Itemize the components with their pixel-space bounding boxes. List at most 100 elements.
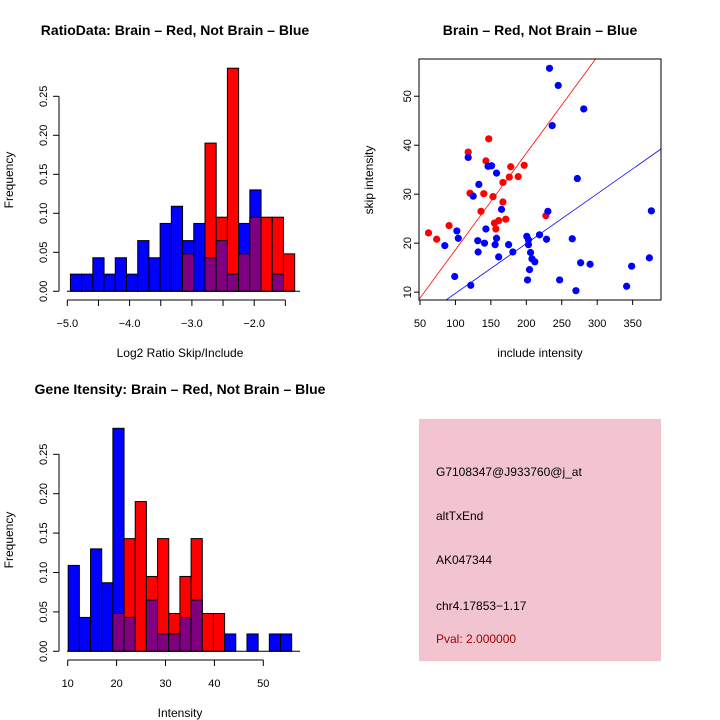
blue-point [464,153,472,162]
histogram-bar [67,564,80,652]
histogram-bar [90,548,103,652]
histogram-overlap-bar [145,599,159,652]
blue-point [492,234,501,242]
blue-point [497,205,506,213]
histogram-bar [125,273,139,292]
x-tick-label: 300 [588,318,606,330]
x-tick-label: 20 [110,678,122,690]
histogram-bar [103,273,116,292]
blue-fit-line [445,148,661,300]
scatter-title: Brain – Red, Not Brain – Blue [443,22,638,38]
histogram-overlap-bar [179,616,192,652]
histogram-overlap-bar [215,240,228,292]
y-tick-label: 0.15 [38,522,50,543]
blue-point [645,254,653,262]
blue-point [526,248,535,257]
pval: Pval: 2.000000 [436,632,516,646]
red-point [485,135,493,143]
histogram-bar [114,257,127,292]
x-tick-label: 30 [159,678,171,690]
histogram-bar [159,222,172,292]
blue-point [474,248,482,256]
blue-point [647,207,655,215]
y-tick-label: 0.15 [38,164,50,185]
blue-point [454,234,462,242]
histogram-bar [101,582,114,652]
red-point [464,148,472,156]
ratio-histogram-xlabel: Log2 Ratio Skip/Include [117,346,244,360]
blue-point [544,207,552,215]
red-point [514,172,522,181]
blue-point [623,282,631,290]
x-tick-label: 50 [414,318,426,330]
x-tick-label: −3.0 [181,318,203,330]
blue-point [469,192,477,200]
red-point [502,215,510,223]
y-tick-label: 40 [402,139,414,151]
y-tick-label: 0.25 [38,444,50,465]
histogram-bar [246,633,259,652]
event-type: altTxEnd [436,509,483,523]
histogram-bar [170,205,184,292]
histogram-overlap-bar [182,253,195,292]
blue-point [475,180,483,188]
histogram-overlap-bar [123,616,136,652]
intensity-histogram: Gene Itensity: Brain – Red, Not Brain – … [2,381,326,720]
histogram-bar [282,253,296,292]
histogram-overlap-bar [190,599,203,652]
histogram-overlap-bar [238,253,251,292]
red-fit-line [419,59,597,300]
y-tick-label: 0.10 [38,203,50,224]
red-point [489,193,497,201]
blue-point [628,262,636,270]
blue-point [580,105,588,113]
histogram-bar [137,240,150,292]
histogram-overlap-bar [112,612,125,652]
blue-point [542,235,551,243]
ratio-histogram-title: RatioData: Brain – Red, Not Brain – Blue [41,22,310,38]
blue-point [573,174,581,183]
y-tick-label: 0.05 [38,242,50,263]
blue-point [556,276,564,284]
scatter-ylabel: skip intensity [362,146,376,215]
y-tick-label: 0.00 [38,281,50,302]
y-tick-label: 0.10 [38,562,50,583]
y-tick-label: 30 [402,188,414,200]
y-tick-label: 20 [402,237,414,249]
blue-point [554,81,562,90]
blue-point [525,266,534,274]
intensity-histogram-ylabel: Frequency [2,512,16,569]
blue-point [548,122,556,130]
blue-point [572,287,580,295]
red-point [495,217,503,225]
ratio-histogram-ylabel: Frequency [2,152,16,209]
blue-point [545,64,554,72]
red-point [482,157,490,165]
y-tick-label: 10 [402,286,414,298]
blue-point [524,241,533,249]
histogram-bar [226,67,240,292]
blue-point [531,258,539,266]
y-tick-label: 0.00 [38,641,50,662]
info-panel-background [419,419,661,661]
histogram-bar [148,257,161,292]
red-point [492,225,500,233]
x-tick-label: 350 [623,318,641,330]
blue-point [441,242,449,250]
histogram-bar [134,501,147,652]
histogram-bar [224,633,237,652]
ratio-histogram: RatioData: Brain – Red, Not Brain – Blue… [2,22,309,360]
x-tick-label: 150 [482,318,500,330]
intensity-scatter: Brain – Red, Not Brain – Blue include in… [362,22,662,360]
histogram-bar [78,616,92,652]
red-point [480,190,488,198]
x-tick-label: 200 [517,318,535,330]
histogram-bar [193,222,206,292]
accession: AK047344 [436,553,492,567]
blue-point [453,227,461,235]
blue-point [504,241,513,249]
red-point [499,178,507,187]
histogram-overlap-bar [271,273,284,292]
intensity-histogram-xlabel: Intensity [158,706,203,720]
